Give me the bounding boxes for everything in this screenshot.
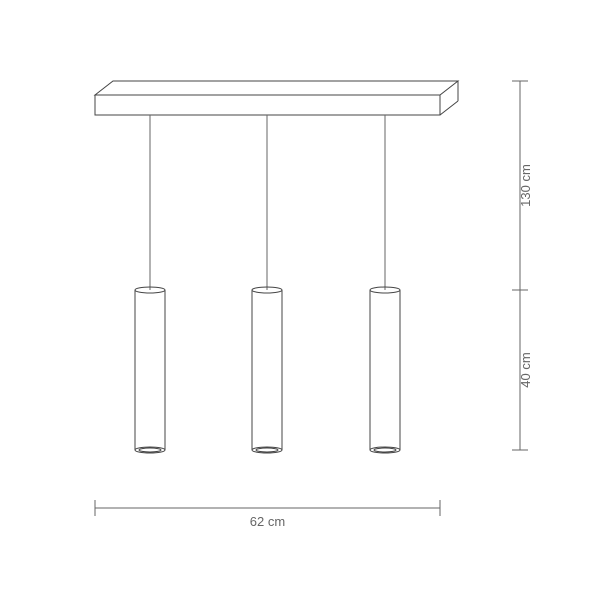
pendant-cylinder-3 [370, 287, 400, 453]
pendant-cylinder-1 [135, 287, 165, 453]
dimension-label-40cm: 40 cm [518, 352, 533, 387]
pendant-cylinder-2 [252, 287, 282, 453]
dimension-total-height: 130 cm [512, 81, 533, 450]
dimension-width: 62 cm [95, 500, 440, 529]
technical-drawing: 130 cm 40 cm 62 cm [0, 0, 600, 600]
ceiling-bar-top [95, 81, 458, 95]
dimension-cylinder-height: 40 cm [512, 290, 533, 388]
ceiling-bar-front [95, 95, 440, 115]
dimension-label-130cm: 130 cm [518, 164, 533, 207]
dimension-label-62cm: 62 cm [250, 514, 285, 529]
